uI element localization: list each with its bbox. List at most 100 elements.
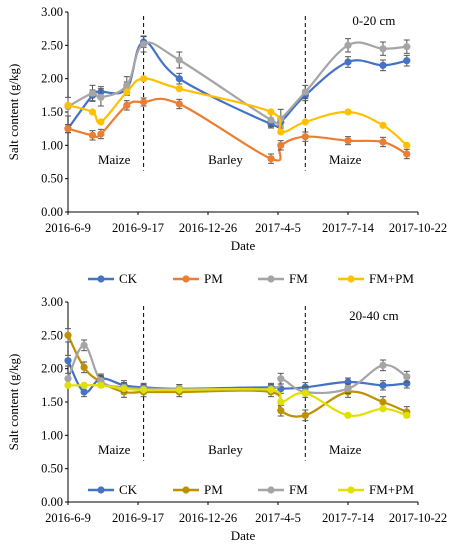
x-tick-label: 2016-6-9	[45, 511, 91, 525]
data-point	[277, 141, 285, 149]
depth-label: 20-40 cm	[349, 308, 398, 323]
y-tick-label: 1.50	[41, 105, 63, 119]
data-point	[344, 108, 352, 116]
data-point	[301, 118, 309, 126]
y-tick-label: 1.00	[41, 428, 63, 442]
data-point	[403, 57, 411, 65]
legend-swatch-marker	[267, 486, 275, 494]
data-point	[80, 363, 88, 371]
chart-panel-2: 0.00 0.50 1.00 1.50 2.00 2.50 3.00 2016-6-9 2016…	[6, 295, 447, 543]
data-point	[140, 386, 148, 394]
legend-swatch-marker	[267, 275, 275, 283]
data-point	[88, 89, 97, 97]
legend-swatch-marker	[97, 275, 105, 283]
x-tick-label: 2017-4-5	[255, 511, 301, 525]
x-tick-label: 2016-9-17	[112, 511, 164, 525]
legend-label: FM+PM	[369, 271, 414, 286]
data-point	[301, 411, 309, 419]
x-tick-label: 2016-6-9	[45, 221, 91, 235]
data-point	[267, 116, 275, 124]
data-point	[64, 381, 72, 389]
season-label: Maize	[98, 442, 131, 457]
data-point	[120, 385, 128, 393]
depth-label: 0-20 cm	[352, 13, 395, 28]
x-tick-label: 2017-10-22	[389, 221, 447, 235]
data-point	[344, 137, 352, 145]
legend-label: PM	[204, 271, 223, 286]
data-point	[140, 75, 148, 83]
legend-swatch-marker	[182, 486, 190, 494]
y-tick-label: 2.50	[41, 328, 63, 342]
x-tick-label: 2017-10-22	[389, 511, 447, 525]
legend-label: FM	[289, 271, 308, 286]
data-point	[80, 388, 88, 396]
x-axis-title: Date	[231, 528, 256, 543]
legend-label: CK	[119, 271, 138, 286]
legend-label: CK	[119, 482, 138, 497]
data-point	[379, 381, 387, 389]
season-label: Maize	[329, 152, 362, 167]
legend-label: PM	[204, 482, 223, 497]
data-point	[277, 128, 285, 136]
y-tick-label: 2.00	[41, 362, 63, 376]
data-point	[123, 81, 131, 89]
season-label: Barley	[208, 442, 243, 457]
x-tick-label: 2017-4-5	[255, 221, 301, 235]
y-tick-label: 0.50	[41, 462, 63, 476]
y-tick-label: 3.00	[41, 5, 63, 19]
data-point	[379, 121, 387, 129]
data-point	[403, 141, 411, 149]
data-point	[175, 386, 183, 394]
data-point	[403, 373, 411, 381]
data-point	[379, 61, 387, 69]
legend: CK PM FM FM+PM	[88, 482, 414, 497]
data-point	[344, 58, 352, 66]
series-line	[67, 334, 408, 418]
data-point	[344, 41, 352, 49]
x-axis-title: Date	[231, 238, 256, 253]
x-tick-label: 2017-7-14	[322, 511, 375, 525]
data-point	[301, 133, 309, 141]
data-point	[80, 341, 88, 349]
data-point	[64, 331, 72, 339]
data-point	[80, 381, 88, 389]
y-tick-label: 0.50	[41, 172, 63, 186]
data-point	[175, 100, 183, 108]
data-point	[403, 150, 411, 158]
series-fm-pm	[64, 75, 411, 149]
legend: CK PM FM FM+PM	[88, 271, 414, 286]
data-point	[97, 93, 105, 101]
legend-swatch-marker	[347, 486, 355, 494]
data-point	[64, 125, 72, 133]
y-axis-title: Salt content (g/kg)	[6, 64, 21, 161]
data-point	[123, 101, 131, 109]
data-point	[88, 131, 97, 139]
series-fm-pm	[64, 381, 411, 419]
data-point	[88, 108, 97, 116]
data-point	[64, 375, 72, 383]
x-tick-label: 2016-12-26	[179, 221, 237, 235]
data-point	[379, 138, 387, 146]
y-tick-label: 2.50	[41, 38, 63, 52]
data-point	[267, 108, 275, 116]
data-point	[301, 88, 309, 96]
x-tick-label: 2016-12-26	[179, 511, 237, 525]
series-ck	[64, 36, 411, 134]
legend-label: FM	[289, 482, 308, 497]
series-line	[67, 40, 408, 130]
data-point	[267, 386, 275, 394]
legend-label: FM+PM	[369, 482, 414, 497]
data-point	[344, 411, 352, 419]
data-point	[140, 40, 148, 48]
y-tick-label: 0.00	[41, 495, 63, 509]
data-point	[277, 398, 285, 406]
data-point	[140, 98, 148, 106]
data-point	[301, 389, 309, 397]
data-point	[267, 155, 275, 163]
data-point	[379, 405, 387, 413]
data-point	[379, 45, 387, 53]
season-label: Maize	[98, 152, 131, 167]
x-tick-label: 2017-7-14	[322, 221, 375, 235]
data-point	[344, 385, 352, 393]
